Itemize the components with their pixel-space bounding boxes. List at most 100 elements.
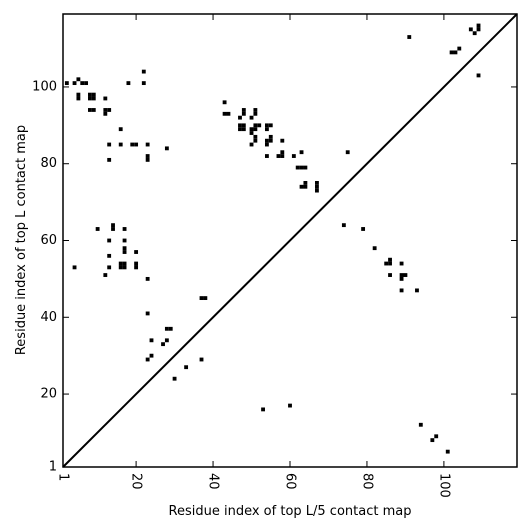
contact-point-upper [64,81,69,86]
contact-point-upper [107,142,112,147]
contact-point-upper [145,142,150,147]
contact-point-upper [315,188,319,193]
contact-point-lower [111,227,115,231]
contact-point-upper [249,142,254,147]
contact-point-upper [299,165,304,170]
x-tick-label: 1 [56,473,71,481]
contact-point-lower [199,296,204,301]
contact-point-upper [241,123,246,128]
contact-point-lower [111,223,115,228]
contact-point-lower [164,338,169,343]
contact-point-upper [249,127,254,132]
contact-point-upper [280,154,285,158]
contact-point-upper [303,184,308,189]
contact-point-lower [118,265,123,270]
contact-point-lower [172,376,177,381]
contact-point-upper [103,108,108,112]
contact-point-upper [315,180,319,185]
x-axis-label: Residue index of top L/5 contact map [169,504,412,519]
contact-point-upper [303,165,308,170]
contact-point-lower [430,438,435,443]
contact-point-upper [241,108,246,112]
contact-point-lower [107,253,112,258]
contact-point-upper [249,131,254,135]
contact-point-lower [122,227,127,231]
y-tick-label: 1 [49,460,57,475]
contact-point-upper [264,154,269,158]
contact-point-lower [122,238,127,243]
contact-point-lower [418,422,423,427]
contact-point-lower [118,261,123,266]
contact-point-lower [184,365,189,370]
contact-point-upper [253,108,258,112]
contact-point-lower [434,434,439,439]
contact-point-upper [130,142,135,147]
plot-area [62,13,518,468]
contact-point-upper [253,134,258,139]
contact-point-upper [241,111,246,116]
contact-point-upper [241,127,246,132]
contact-point-lower [95,227,100,231]
contact-point-upper [249,115,254,120]
contact-point-upper [468,27,473,32]
contact-point-upper [103,96,108,101]
contact-point-upper [257,123,262,128]
contact-point-upper [134,142,139,147]
contact-point-upper [145,157,150,162]
contact-point-upper [141,81,146,86]
contact-point-upper [295,165,300,170]
contact-point-upper [449,50,454,55]
contact-point-lower [107,238,112,243]
contact-point-upper [253,123,258,128]
contact-point-upper [84,81,89,86]
contact-point-lower [103,273,108,277]
contact-point-lower [388,273,392,277]
contact-point-lower [145,276,150,281]
x-tick-label: 20 [129,473,144,490]
contact-point-upper [238,127,242,132]
contact-point-upper [264,127,269,132]
contact-point-lower [122,250,127,254]
contact-point-lower [388,257,392,262]
contact-point-upper [476,23,481,28]
contact-point-upper [88,96,92,101]
contact-point-lower [261,407,265,412]
contact-point-upper [476,73,481,78]
contact-point-lower [403,273,408,277]
contact-point-upper [345,150,350,155]
contact-point-upper [107,108,112,112]
contact-point-lower [122,261,127,266]
contact-point-upper [268,138,273,143]
contact-point-upper [264,123,269,128]
contact-point-upper [91,96,96,101]
contact-point-lower [203,296,208,301]
contact-point-lower [145,311,150,316]
contact-point-upper [457,46,462,51]
contact-point-lower [341,223,346,228]
contact-point-lower [164,326,169,331]
contact-point-lower [372,246,377,251]
contact-point-lower [388,261,392,266]
contact-point-lower [122,265,127,270]
contact-point-upper [107,157,112,162]
contact-point-upper [76,92,81,97]
contact-point-upper [280,150,285,155]
contact-point-upper [268,134,273,139]
contact-point-upper [238,123,242,128]
contact-point-lower [134,250,139,254]
contact-point-lower [168,326,173,331]
contact-point-lower [149,353,154,358]
contact-point-lower [199,357,204,362]
contact-point-upper [315,184,319,189]
contact-point-upper [299,150,304,155]
contact-point-lower [445,449,450,454]
contact-point-lower [399,276,404,281]
contact-point-upper [253,127,258,132]
contact-point-upper [76,77,81,82]
contact-point-upper [88,108,92,112]
contact-point-upper [226,111,231,116]
contact-point-lower [134,265,139,270]
contact-point-upper [276,154,281,158]
contact-point-upper [303,180,308,185]
contact-point-upper [91,92,96,97]
